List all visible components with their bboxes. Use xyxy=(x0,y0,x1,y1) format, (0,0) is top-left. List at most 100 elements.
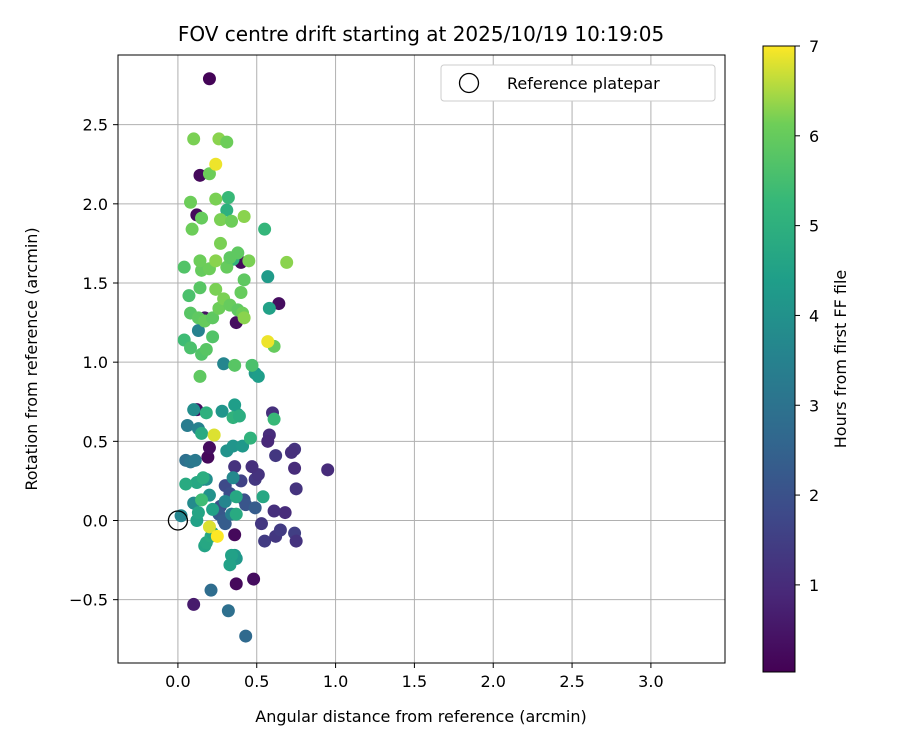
colorbar-tick-label: 3 xyxy=(809,396,819,415)
data-point xyxy=(234,286,248,299)
data-point xyxy=(217,357,231,371)
data-point xyxy=(206,330,220,344)
x-tick-label: 2.0 xyxy=(481,672,506,691)
data-point xyxy=(199,343,213,356)
data-point xyxy=(187,597,201,611)
legend-reference-marker xyxy=(458,72,480,94)
y-axis-ticks: −0.5 0.0 0.5 1.0 1.5 2.0 2.5 xyxy=(69,116,118,610)
data-point xyxy=(191,324,205,337)
y-axis-label: Rotation from reference (arcmin) xyxy=(22,227,41,490)
x-tick-label: 2.5 xyxy=(559,672,584,691)
data-point xyxy=(284,445,298,459)
x-tick-label: 0.5 xyxy=(244,672,269,691)
data-point xyxy=(195,426,209,440)
data-point xyxy=(251,369,265,383)
data-point xyxy=(193,369,207,383)
data-points xyxy=(174,72,335,643)
data-point xyxy=(184,341,198,355)
y-tick-label: −0.5 xyxy=(69,591,108,610)
data-point xyxy=(202,441,216,455)
colorbar-tick-label: 1 xyxy=(809,576,819,595)
x-axis-ticks: 0.0 0.5 1.0 1.5 2.0 2.5 3.0 xyxy=(165,663,664,691)
data-point xyxy=(229,577,243,591)
data-point xyxy=(180,419,194,432)
data-point xyxy=(185,222,199,236)
data-point xyxy=(213,236,227,250)
colorbar-tick-label: 5 xyxy=(809,217,819,236)
data-point xyxy=(210,529,224,543)
data-point xyxy=(239,629,253,643)
x-tick-label: 1.5 xyxy=(402,672,427,691)
y-tick-label: 1.0 xyxy=(83,353,108,372)
data-point xyxy=(206,311,220,325)
data-point xyxy=(242,254,256,268)
colorbar xyxy=(762,45,796,673)
data-point xyxy=(248,501,262,515)
data-point xyxy=(232,409,246,423)
data-point xyxy=(262,301,276,315)
data-point xyxy=(195,211,209,225)
colorbar-ticks: 1 2 3 4 5 6 7 xyxy=(795,37,819,595)
data-point xyxy=(267,504,281,518)
data-point xyxy=(220,203,234,217)
data-point xyxy=(193,281,207,295)
colorbar-label: Hours from first FF file xyxy=(831,270,850,449)
data-point xyxy=(228,460,242,474)
data-point xyxy=(229,490,243,504)
reference-platepar-marker xyxy=(167,510,189,531)
data-point xyxy=(269,449,283,463)
x-axis-label: Angular distance from reference (arcmin) xyxy=(255,707,586,726)
data-point xyxy=(256,490,270,504)
data-point xyxy=(209,282,223,296)
data-point xyxy=(288,461,302,475)
data-point xyxy=(177,260,191,274)
data-point xyxy=(267,412,281,426)
y-tick-label: 0.0 xyxy=(83,512,108,531)
y-tick-label: 1.5 xyxy=(83,274,108,293)
x-tick-label: 1.0 xyxy=(323,672,348,691)
data-point xyxy=(221,191,235,204)
colorbar-tick-label: 7 xyxy=(809,37,819,56)
data-point xyxy=(209,192,223,206)
data-point xyxy=(237,273,251,287)
chart-title: FOV centre drift starting at 2025/10/19 … xyxy=(178,22,664,46)
y-tick-label: 2.0 xyxy=(83,195,108,214)
data-point xyxy=(220,135,234,149)
data-point xyxy=(226,471,240,485)
data-point xyxy=(193,254,207,268)
data-point xyxy=(184,195,198,209)
y-tick-label: 2.5 xyxy=(83,116,108,135)
data-point xyxy=(278,506,292,520)
reference-marker xyxy=(167,510,189,531)
data-point xyxy=(228,528,242,542)
data-point xyxy=(245,358,259,372)
data-point xyxy=(204,583,218,597)
data-point xyxy=(187,403,201,417)
data-point xyxy=(187,132,201,146)
legend: Reference platepar xyxy=(440,64,716,102)
data-point xyxy=(289,534,303,548)
data-point xyxy=(247,572,261,586)
data-point xyxy=(321,463,335,477)
data-point xyxy=(258,534,272,548)
data-point xyxy=(179,477,193,491)
legend-label-reference-platepar: Reference platepar xyxy=(507,74,660,93)
data-point xyxy=(261,270,275,284)
data-point xyxy=(202,520,216,534)
data-point xyxy=(215,404,229,418)
data-point xyxy=(245,460,259,474)
data-point xyxy=(207,428,221,442)
data-point xyxy=(209,254,223,268)
data-point xyxy=(261,434,275,448)
data-point xyxy=(243,431,257,445)
data-point xyxy=(202,72,216,86)
grid-lines xyxy=(118,55,725,663)
plot-area-frame xyxy=(117,54,726,664)
data-point xyxy=(196,471,210,485)
data-point xyxy=(213,213,227,227)
colorbar-tick-label: 2 xyxy=(809,486,819,505)
data-point xyxy=(225,214,239,228)
data-point xyxy=(218,495,232,508)
data-point xyxy=(199,406,213,420)
